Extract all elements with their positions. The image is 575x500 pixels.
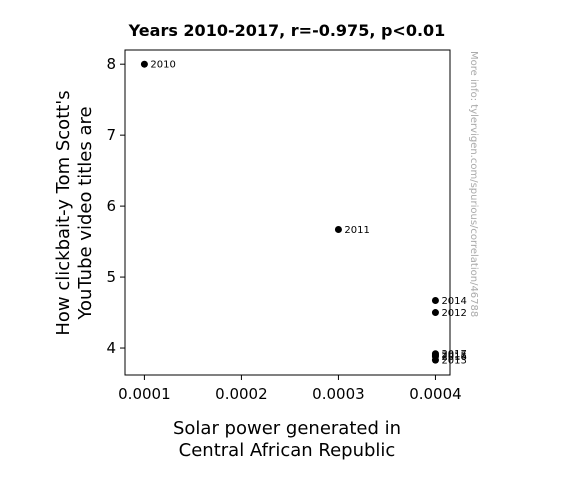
y-axis-label-line-2: YouTube video titles are bbox=[75, 106, 96, 320]
x-axis: 0.0001 0.0002 0.0003 0.0004 bbox=[118, 375, 462, 403]
data-point-label: 2016 bbox=[441, 352, 466, 363]
y-tick-label: 7 bbox=[106, 126, 116, 144]
data-point bbox=[431, 296, 439, 304]
y-tick-label: 6 bbox=[106, 197, 116, 215]
data-point bbox=[431, 350, 439, 358]
data-point bbox=[140, 60, 148, 68]
y-tick-label: 4 bbox=[106, 339, 116, 357]
data-point-label: 2014 bbox=[441, 296, 466, 307]
data-point-label: 2017 bbox=[441, 349, 466, 360]
x-axis-label-line-2: Central African Republic bbox=[179, 440, 396, 461]
x-tick-label: 0.0004 bbox=[409, 385, 462, 403]
data-point-label: 2010 bbox=[150, 60, 175, 71]
plot-area bbox=[124, 49, 451, 376]
data-points bbox=[140, 60, 439, 364]
y-tick-label: 8 bbox=[106, 55, 116, 73]
data-point bbox=[334, 226, 342, 234]
y-axis-label-line-1: How clickbait-y Tom Scott's bbox=[53, 90, 74, 335]
data-point-label: 2011 bbox=[344, 225, 369, 236]
x-axis-label-line-1: Solar power generated in bbox=[173, 418, 401, 439]
x-tick-label: 0.0003 bbox=[312, 385, 365, 403]
x-tick-label: 0.0002 bbox=[215, 385, 268, 403]
y-tick-label: 5 bbox=[106, 268, 116, 286]
data-point-label: 2015 bbox=[441, 351, 466, 362]
data-point-label: 2013 bbox=[441, 356, 466, 367]
data-point-label: 2012 bbox=[441, 308, 466, 319]
watermark: More info: tylervigen.com/spurious/corre… bbox=[468, 51, 479, 317]
x-tick-label: 0.0001 bbox=[118, 385, 171, 403]
y-axis: 4 5 6 7 8 bbox=[106, 55, 125, 357]
data-point bbox=[431, 309, 439, 317]
chart-title: Years 2010-2017, r=-0.975, p<0.01 bbox=[128, 21, 446, 40]
